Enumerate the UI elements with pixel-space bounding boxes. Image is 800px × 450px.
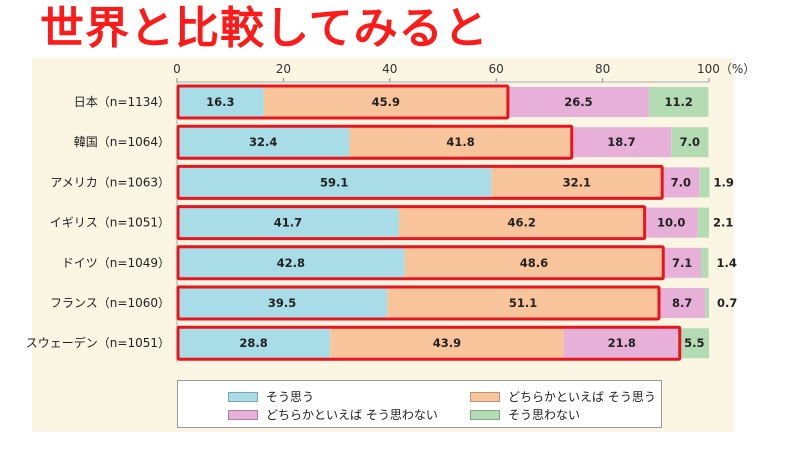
legend-item-disagree: そう思わない [470, 406, 580, 423]
data-label: 43.9 [433, 336, 461, 350]
bar-segment [679, 328, 709, 359]
category-label: スウェーデン（n=1051） [26, 335, 170, 350]
data-label: 8.7 [672, 296, 692, 310]
legend-item-somewhat-disagree: どちらかといえば そう思わない [228, 406, 438, 423]
x-tick-label: 0 [173, 62, 181, 76]
data-label: 41.8 [446, 135, 474, 149]
data-label: 7.1 [672, 256, 692, 270]
data-label: 5.5 [684, 336, 704, 350]
bar-segment [662, 167, 700, 198]
data-label: 42.8 [277, 256, 305, 270]
bar-segment [701, 247, 709, 278]
legend-swatch-agree [228, 391, 258, 402]
bar-segment [177, 288, 388, 318]
legend-label-agree: そう思う [266, 390, 315, 404]
headline: 世界と比較してみると [40, 3, 489, 54]
category-label: 韓国（n=1064） [74, 135, 170, 149]
data-label: 51.1 [509, 296, 537, 310]
bar-segment [263, 87, 508, 117]
highlight-frame [176, 205, 647, 241]
bar-segment [699, 167, 710, 198]
legend-swatch-somewhat-disagree [228, 409, 258, 420]
chart-panel [32, 58, 734, 432]
data-label: 39.5 [268, 296, 296, 310]
legend-label-somewhat-agree: どちらかといえば そう思う [508, 390, 656, 404]
bar-segment [177, 167, 492, 198]
bar-segment [705, 288, 709, 318]
data-label: 28.8 [239, 336, 267, 350]
data-label: 41.7 [274, 216, 302, 230]
x-tick-label: 100（%） [697, 62, 755, 76]
highlight-frame [176, 164, 664, 200]
legend-item-agree: そう思う [228, 388, 314, 405]
category-label: イギリス（n=1051） [50, 216, 170, 230]
highlight-frame [176, 124, 574, 160]
category-label: フランス（n=1060） [50, 296, 170, 310]
bar-segment [177, 247, 405, 278]
bar-segment [387, 288, 659, 318]
x-tick-label: 40 [382, 62, 397, 76]
legend-swatch-disagree [470, 409, 500, 420]
bar-segment [177, 207, 399, 238]
legend-swatch-somewhat-agree [470, 391, 500, 402]
data-label: 2.1 [713, 216, 733, 230]
bar-segment [663, 247, 702, 278]
data-label: 18.7 [607, 135, 635, 149]
data-label: 59.1 [320, 175, 348, 189]
legend-label-somewhat-disagree: どちらかといえば そう思わない [266, 408, 438, 422]
data-label: 26.5 [564, 95, 592, 109]
data-label: 11.2 [664, 95, 692, 109]
bar-segment [658, 288, 706, 318]
x-tick-label: 20 [276, 62, 291, 76]
bar-segment [398, 207, 645, 238]
data-label: 10.0 [657, 216, 685, 230]
legend-label-disagree: そう思わない [508, 408, 581, 422]
bar-segment [177, 328, 331, 359]
bar-segment [507, 87, 649, 117]
bar-segment [563, 328, 680, 359]
highlight-frame [176, 325, 682, 361]
data-label: 7.0 [680, 135, 700, 149]
data-label: 0.7 [717, 296, 737, 310]
bar-segment [648, 87, 709, 117]
data-label: 21.8 [608, 336, 636, 350]
bar-segment [644, 207, 698, 238]
highlight-frame [176, 245, 665, 281]
x-tick-label: 60 [489, 62, 504, 76]
highlight-frame [176, 84, 510, 120]
x-tick-label: 80 [595, 62, 610, 76]
data-label: 1.9 [714, 175, 734, 189]
bar-segment [571, 127, 672, 158]
bar-segment [697, 207, 709, 238]
category-label: 日本（n=1134） [74, 95, 170, 109]
data-label: 16.3 [206, 95, 234, 109]
data-label: 32.1 [563, 175, 591, 189]
bar-segment [491, 167, 663, 198]
legend-item-somewhat-agree: どちらかといえば そう思う [470, 388, 656, 405]
bar-segment [404, 247, 664, 278]
bar-segment [177, 87, 264, 117]
data-label: 48.6 [520, 256, 548, 270]
legend: そう思う どちらかといえば そう思う どちらかといえば そう思わない そう思わな… [177, 380, 662, 428]
data-label: 7.0 [671, 175, 691, 189]
category-label: アメリカ（n=1063） [50, 175, 170, 189]
data-label: 46.2 [508, 216, 536, 230]
bar-segment [177, 127, 350, 158]
bar-segment [330, 328, 564, 359]
data-label: 1.4 [716, 256, 736, 270]
highlight-frame [176, 285, 661, 321]
data-label: 32.4 [249, 135, 277, 149]
bar-segment [349, 127, 572, 158]
bar-segment [671, 127, 709, 158]
data-label: 45.9 [372, 95, 400, 109]
category-label: ドイツ（n=1049） [62, 256, 170, 270]
